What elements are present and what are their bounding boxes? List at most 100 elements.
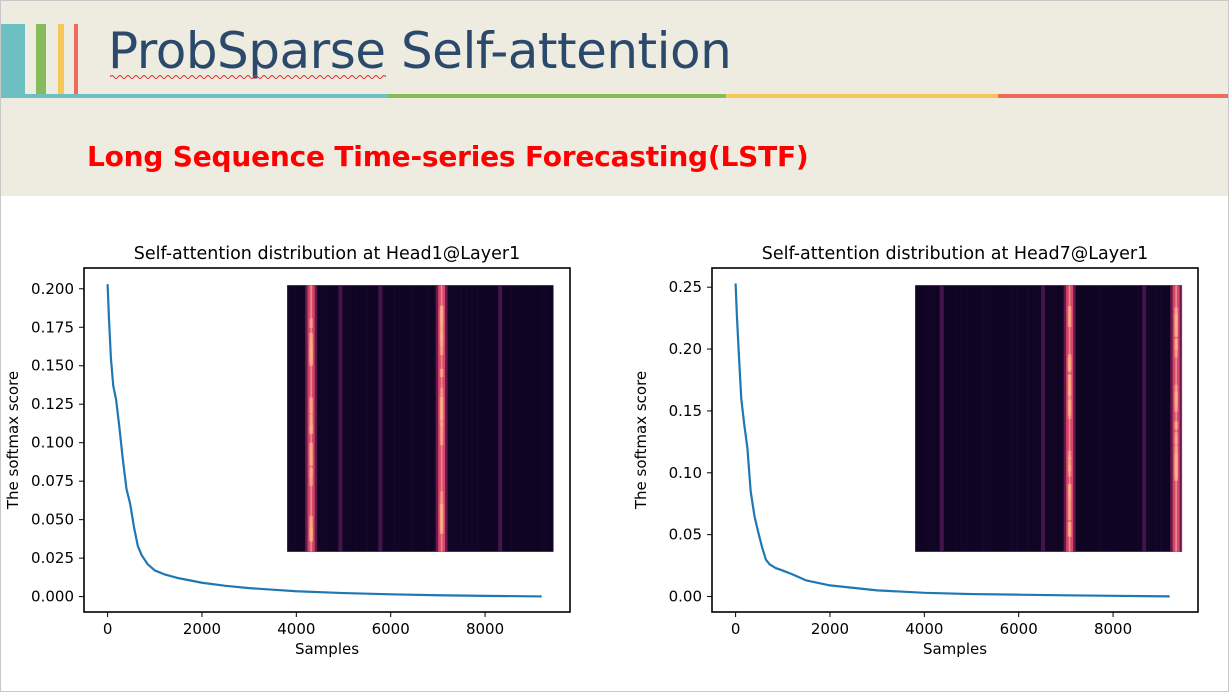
heatmap-column [976,285,981,552]
heatmap-column [537,285,541,552]
x-tick-label: 2000 [183,620,221,638]
y-axis-label: The softmax score [632,371,650,510]
heatmap-column-core [440,285,443,552]
heatmap-column [1103,285,1108,552]
y-axis-label: The softmax score [4,371,22,510]
y-tick-label: 0.075 [31,472,74,490]
heatmap-column [520,285,524,552]
heatmap-column [525,285,530,552]
heatmap-column [453,285,458,552]
heatmap-faint-column [338,285,343,552]
heatmap-column [542,285,547,552]
x-axis-label: Samples [923,640,987,658]
heatmap-column [1026,285,1031,552]
y-tick-label: 0.175 [31,318,74,336]
heatmap-column [1037,285,1042,552]
x-tick-label: 4000 [905,620,943,638]
heatmap-column [425,285,430,552]
plot-frame [83,267,571,613]
x-tick-label: 8000 [466,620,504,638]
heatmap-column [915,285,920,552]
attention-heatmap-inset [287,285,554,552]
header-band: ProbSparse Self-attention Long Sequence … [0,0,1229,196]
x-tick-label: 6000 [1000,620,1038,638]
data-line [734,283,1170,598]
heatmap-column [1137,285,1141,552]
heatmap-column [1087,285,1091,552]
heatmap-column [481,285,486,552]
y-tick-label: 0.00 [669,588,702,606]
green-stripe [36,24,46,96]
heatmap-column [509,285,513,552]
y-tick-label: 0.050 [31,511,74,529]
chart-svg: Self-attention distribution at Head7@Lay… [632,244,1199,658]
chart-svg: Self-attention distribution at Head1@Lay… [4,244,571,658]
heatmap-column [326,285,330,552]
heatmap-column [298,285,303,552]
heatmap-column [959,285,964,552]
heatmap-faint-column [498,285,503,552]
y-tick-label: 0.25 [669,278,702,296]
heatmap-column [464,285,469,552]
attention-heatmap-inset [915,285,1183,552]
data-line [106,284,542,598]
heatmap-column [1109,285,1114,552]
heatmap-column [1059,285,1064,552]
y-tick-label: 0.200 [31,280,74,298]
y-tick-label: 0.125 [31,395,74,413]
divider-yellow [726,94,998,98]
heatmap-column [431,285,435,552]
heatmap-column [381,285,386,552]
heatmap-column [348,285,353,552]
heatmap-column [320,285,325,552]
heatmap-column [1148,285,1153,552]
y-tick-label: 0.15 [669,402,702,420]
heatmap-column [370,285,375,552]
heatmap-column [287,285,292,552]
heatmap-column [931,285,936,552]
heatmap-column [332,285,336,552]
heatmap-column [404,285,408,552]
heatmap-column [398,285,403,552]
heatmap-faint-column [378,285,383,552]
heatmap-background [287,285,554,552]
heatmap-column [970,285,975,552]
heatmap-column [1131,285,1136,552]
heatmap-column [1159,285,1164,552]
heatmap-faint-column [1040,285,1045,552]
chart-title: Self-attention distribution at Head1@Lay… [134,244,520,264]
heatmap-column [1032,285,1036,552]
heatmap-column [531,285,536,552]
heatmap-column [981,285,986,552]
heatmap-column [470,285,475,552]
heatmap-column [359,285,363,552]
heatmap-column [548,285,552,552]
heatmap-column [487,285,491,552]
heatmap-column [392,285,397,552]
x-tick-label: 4000 [277,620,315,638]
heatmap-column [1015,285,1019,552]
heatmap-column [993,285,997,552]
y-tick-label: 0.100 [31,434,74,452]
x-tick-label: 2000 [811,620,849,638]
heatmap-column [414,285,419,552]
x-tick-label: 0 [731,620,741,638]
chart-head1-layer1: Self-attention distribution at Head1@Lay… [0,236,600,676]
heatmap-column [420,285,424,552]
heatmap-column [1114,285,1119,552]
heatmap-faint-column [1142,285,1147,552]
heatmap-column [1021,285,1025,552]
heatmap-column [1009,285,1014,552]
heatmap-column [515,285,519,552]
heatmap-column [1081,285,1086,552]
heatmap-column [364,285,369,552]
heatmap-column [1076,285,1080,552]
spellcheck-underline [110,75,386,79]
heatmap-column [1126,285,1130,552]
y-tick-label: 0.150 [31,357,74,375]
divider-teal [0,94,388,98]
heatmap-column [1098,285,1103,552]
x-tick-label: 6000 [372,620,410,638]
heatmap-column [375,285,380,552]
